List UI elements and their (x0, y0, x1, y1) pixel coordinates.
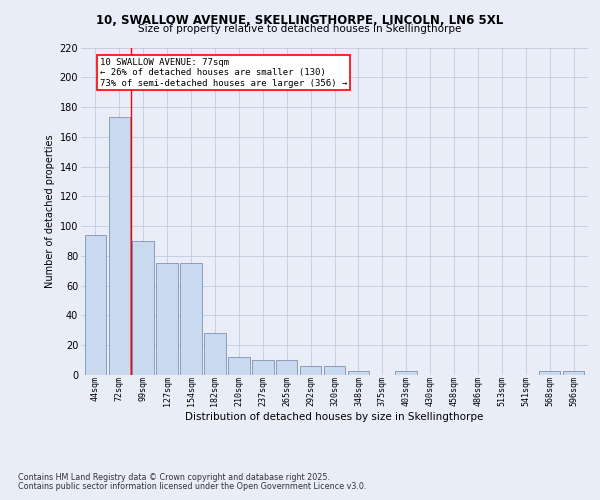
Text: 10 SWALLOW AVENUE: 77sqm
← 26% of detached houses are smaller (130)
73% of semi-: 10 SWALLOW AVENUE: 77sqm ← 26% of detach… (100, 58, 347, 88)
Bar (85, 235, 106, 375)
Bar (109, 118, 130, 375)
Bar (300, 366, 322, 375)
Bar (395, 370, 417, 375)
Bar (133, 241, 154, 375)
Bar (563, 370, 584, 375)
Text: 10, SWALLOW AVENUE, SKELLINGTHORPE, LINCOLN, LN6 5XL: 10, SWALLOW AVENUE, SKELLINGTHORPE, LINC… (97, 14, 503, 27)
Bar (204, 334, 226, 375)
Bar (347, 370, 369, 375)
Bar (228, 357, 250, 375)
Bar (252, 360, 274, 375)
Bar (276, 360, 298, 375)
Bar (157, 264, 178, 375)
Bar (324, 366, 345, 375)
Text: Contains public sector information licensed under the Open Government Licence v3: Contains public sector information licen… (18, 482, 367, 491)
Y-axis label: Number of detached properties: Number of detached properties (46, 134, 55, 288)
Text: Contains HM Land Registry data © Crown copyright and database right 2025.: Contains HM Land Registry data © Crown c… (18, 472, 330, 482)
Bar (180, 264, 202, 375)
Bar (539, 370, 560, 375)
X-axis label: Distribution of detached houses by size in Skellingthorpe: Distribution of detached houses by size … (185, 412, 484, 422)
Text: Size of property relative to detached houses in Skellingthorpe: Size of property relative to detached ho… (139, 24, 461, 34)
